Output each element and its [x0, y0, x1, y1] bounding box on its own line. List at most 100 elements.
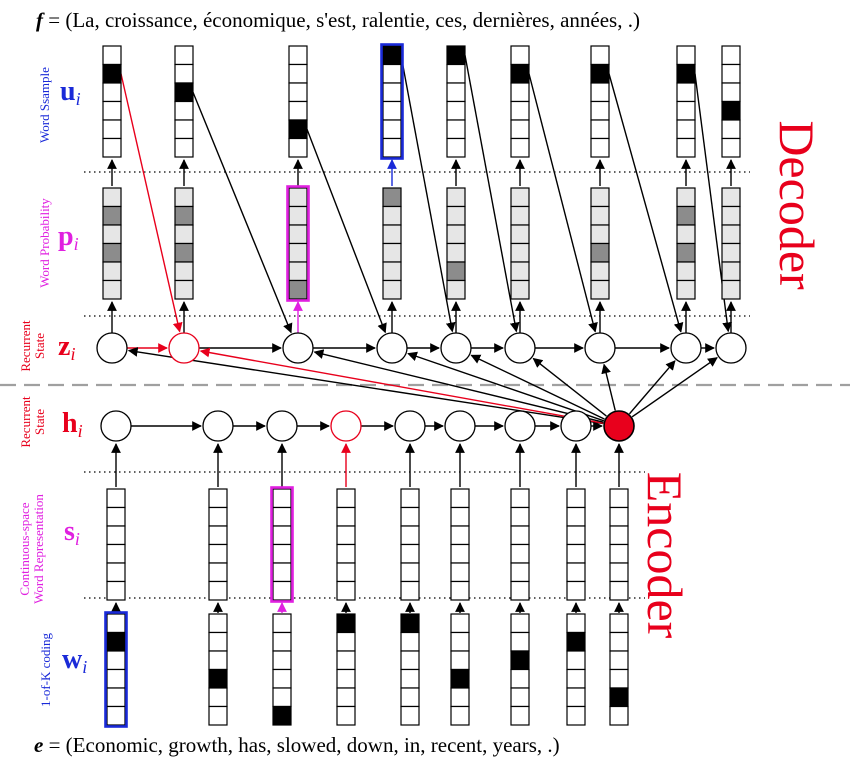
s-column-cell	[272, 506, 292, 527]
u-column-cell	[446, 45, 466, 66]
p-column-highlight	[286, 185, 310, 302]
w-column-cell	[272, 705, 292, 726]
h-node	[560, 410, 592, 442]
s-column	[270, 486, 294, 603]
s-column	[566, 488, 586, 601]
z-node	[504, 332, 536, 364]
s-column-cell	[106, 543, 126, 564]
w-column-cell	[510, 687, 530, 708]
p-column-cell	[676, 187, 696, 208]
s-column-cell	[400, 525, 420, 546]
p-column-cell	[102, 187, 122, 208]
w-column-cell	[400, 631, 420, 652]
s-column-cell	[450, 543, 470, 564]
p-column-cell	[174, 261, 194, 282]
p-column-cell	[288, 279, 308, 300]
s-column-cell	[450, 506, 470, 527]
encoder-label: Encoder	[637, 472, 693, 639]
u-column-cell	[721, 100, 741, 121]
h-node	[504, 410, 536, 442]
u-column-cell	[288, 45, 308, 66]
s-column-cell	[336, 543, 356, 564]
s-column-cell	[106, 525, 126, 546]
p-column-cell	[721, 261, 741, 282]
w-column	[566, 613, 586, 726]
z-node	[282, 332, 314, 364]
w-column-cell	[609, 631, 629, 652]
w-column-cell	[106, 687, 126, 708]
context-arrow	[313, 349, 604, 423]
u-column-cell	[676, 100, 696, 121]
h-node	[444, 410, 476, 442]
s-column-cell	[106, 506, 126, 527]
s-column-cell	[510, 580, 530, 601]
u-column-cell	[288, 82, 308, 103]
s-column-cell	[106, 580, 126, 601]
u-column-cell	[590, 45, 610, 66]
p-row-label-line: Word Probability	[37, 198, 52, 288]
p-column-cell	[510, 224, 530, 245]
p-column-cell	[446, 261, 466, 282]
h-node	[266, 410, 298, 442]
u-column-cell	[721, 45, 741, 66]
context-arrow	[601, 363, 616, 411]
u-column	[721, 45, 741, 158]
u-column-cell	[590, 63, 610, 84]
s-row-label-line: Continuous-space	[17, 502, 32, 595]
p-column-cell	[590, 205, 610, 226]
s-column	[609, 488, 629, 601]
feedback-arrow	[464, 55, 520, 333]
u-column-cell	[721, 63, 741, 84]
feedback-arrow	[306, 128, 387, 334]
p-column-cell	[676, 279, 696, 300]
p-column-cell	[382, 224, 402, 245]
context-arrow	[631, 357, 718, 418]
p-column-cell	[510, 205, 530, 226]
u-column-cell	[446, 119, 466, 140]
w-column-cell	[106, 613, 126, 634]
w-column-cell	[208, 668, 228, 689]
f-sentence: f = (La, croissance, économique, s'est, …	[36, 8, 640, 33]
u-column-cell	[590, 119, 610, 140]
p-column-cell	[382, 187, 402, 208]
w-column	[510, 613, 530, 726]
p-column-cell	[721, 242, 741, 263]
h-row-label-line: Recurrent	[18, 396, 33, 448]
p-column-cell	[446, 242, 466, 263]
s-column-cell	[400, 562, 420, 583]
feedback-arrow	[120, 73, 183, 333]
s-column-cell	[272, 562, 292, 583]
u-column-cell	[288, 63, 308, 84]
w-column-cell	[566, 687, 586, 708]
w-column-highlight	[104, 611, 128, 728]
s-column-cell	[609, 506, 629, 527]
s-column-cell	[208, 488, 228, 509]
u-column-cell	[446, 63, 466, 84]
p-symbol-subscript: i	[74, 234, 79, 254]
w-column-cell	[272, 650, 292, 671]
w-column-cell	[208, 650, 228, 671]
w-column	[400, 613, 420, 726]
w-column-cell	[400, 613, 420, 634]
w-column	[272, 613, 292, 726]
w-column-cell	[566, 650, 586, 671]
w-column-cell	[566, 705, 586, 726]
z-node	[584, 332, 616, 364]
s-column-cell	[106, 488, 126, 509]
w-column-cell	[336, 687, 356, 708]
s-column-cell	[272, 580, 292, 601]
s-symbol-subscript: i	[75, 529, 80, 549]
h-row-label-line: State	[32, 409, 47, 435]
p-column-cell	[590, 242, 610, 263]
s-column	[336, 488, 356, 601]
separator-lines	[0, 171, 850, 599]
w-column-cell	[450, 668, 470, 689]
p-column-cell	[510, 261, 530, 282]
s-column-cell	[566, 580, 586, 601]
w-symbol: wi	[62, 644, 87, 677]
w-column-cell	[510, 705, 530, 726]
p-column-cell	[102, 242, 122, 263]
s-column-cell	[450, 488, 470, 509]
z-node	[168, 332, 200, 364]
z-row-label: RecurrentState	[18, 320, 47, 372]
